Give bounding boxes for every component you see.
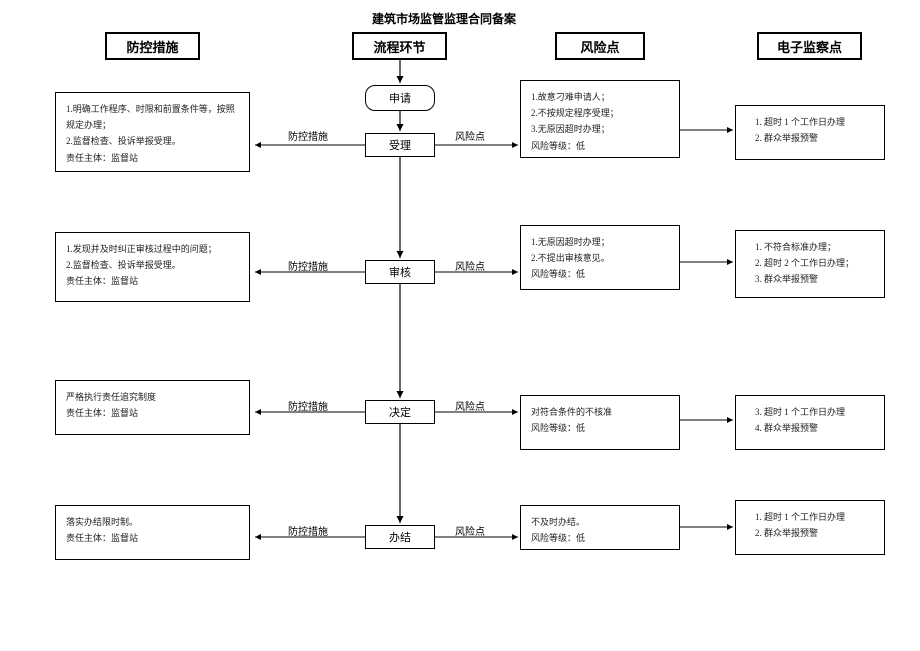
- list-item: 超时 1 个工作日办理: [764, 404, 874, 420]
- prevention-accept: 1.明确工作程序、时限和前置条件等，按照规定办理；2.监督检查、投诉举报受理。责…: [55, 92, 250, 172]
- list-item: 群众举报预警: [764, 271, 874, 287]
- header-col2: 流程环节: [352, 32, 447, 60]
- prevention-complete: 落实办结限时制。责任主体：监督站: [55, 505, 250, 560]
- header-col3: 风险点: [555, 32, 645, 60]
- risk-decide: 对符合条件的不核准风险等级：低: [520, 395, 680, 450]
- list-item: 群众举报预警: [764, 130, 874, 146]
- text-line: 1.故意刁难申请人；2.不按规定程序受理；3.无原因超时办理；风险等级：低: [531, 89, 669, 154]
- list-item: 不符合标准办理；: [764, 239, 874, 255]
- risk-accept: 1.故意刁难申请人；2.不按规定程序受理；3.无原因超时办理；风险等级：低: [520, 80, 680, 158]
- monitor-accept: 超时 1 个工作日办理 群众举报预警: [735, 105, 885, 160]
- header-col1: 防控措施: [105, 32, 200, 60]
- monitor-review-list: 不符合标准办理； 超时 2 个工作日办理； 群众举报预警: [746, 239, 874, 288]
- label-fk-review: 防控措施: [288, 258, 328, 273]
- monitor-complete-list: 超时 1 个工作日办理 群众举报预警: [746, 509, 874, 541]
- text-line: 严格执行责任追究制度责任主体：监督站: [66, 389, 239, 421]
- monitor-complete: 超时 1 个工作日办理 群众举报预警: [735, 500, 885, 555]
- flow-accept: 受理: [365, 133, 435, 157]
- text-line: 落实办结限时制。责任主体：监督站: [66, 514, 239, 546]
- flow-apply: 申请: [365, 85, 435, 111]
- list-item: 群众举报预警: [764, 525, 874, 541]
- list-item: 超时 1 个工作日办理: [764, 114, 874, 130]
- label-fk-decide: 防控措施: [288, 398, 328, 413]
- text-line: 不及时办结。风险等级：低: [531, 514, 669, 546]
- monitor-accept-list: 超时 1 个工作日办理 群众举报预警: [746, 114, 874, 146]
- text-line: 对符合条件的不核准风险等级：低: [531, 404, 669, 436]
- label-risk-accept: 风险点: [455, 128, 485, 143]
- flow-complete: 办结: [365, 525, 435, 549]
- flow-review: 审核: [365, 260, 435, 284]
- list-item: 超时 2 个工作日办理；: [764, 255, 874, 271]
- list-item: 群众举报预警: [764, 420, 874, 436]
- text-line: 1.发现并及时纠正审核过程中的问题；2.监督检查、投诉举报受理。责任主体：监督站: [66, 241, 239, 290]
- text-line: 1.无原因超时办理；2.不提出审核意见。风险等级：低: [531, 234, 669, 283]
- label-risk-complete: 风险点: [455, 523, 485, 538]
- monitor-decide: 超时 1 个工作日办理 群众举报预警: [735, 395, 885, 450]
- flow-decide: 决定: [365, 400, 435, 424]
- risk-complete: 不及时办结。风险等级：低: [520, 505, 680, 550]
- prevention-review: 1.发现并及时纠正审核过程中的问题；2.监督检查、投诉举报受理。责任主体：监督站: [55, 232, 250, 302]
- label-fk-accept: 防控措施: [288, 128, 328, 143]
- label-risk-decide: 风险点: [455, 398, 485, 413]
- text-line: 1.明确工作程序、时限和前置条件等，按照规定办理；2.监督检查、投诉举报受理。责…: [66, 101, 239, 166]
- label-fk-complete: 防控措施: [288, 523, 328, 538]
- monitor-decide-list: 超时 1 个工作日办理 群众举报预警: [746, 404, 874, 436]
- list-item: 超时 1 个工作日办理: [764, 509, 874, 525]
- header-col4: 电子监察点: [757, 32, 862, 60]
- prevention-decide: 严格执行责任追究制度责任主体：监督站: [55, 380, 250, 435]
- monitor-review: 不符合标准办理； 超时 2 个工作日办理； 群众举报预警: [735, 230, 885, 298]
- page-title: 建筑市场监管监理合同备案: [372, 10, 516, 27]
- risk-review: 1.无原因超时办理；2.不提出审核意见。风险等级：低: [520, 225, 680, 290]
- label-risk-review: 风险点: [455, 258, 485, 273]
